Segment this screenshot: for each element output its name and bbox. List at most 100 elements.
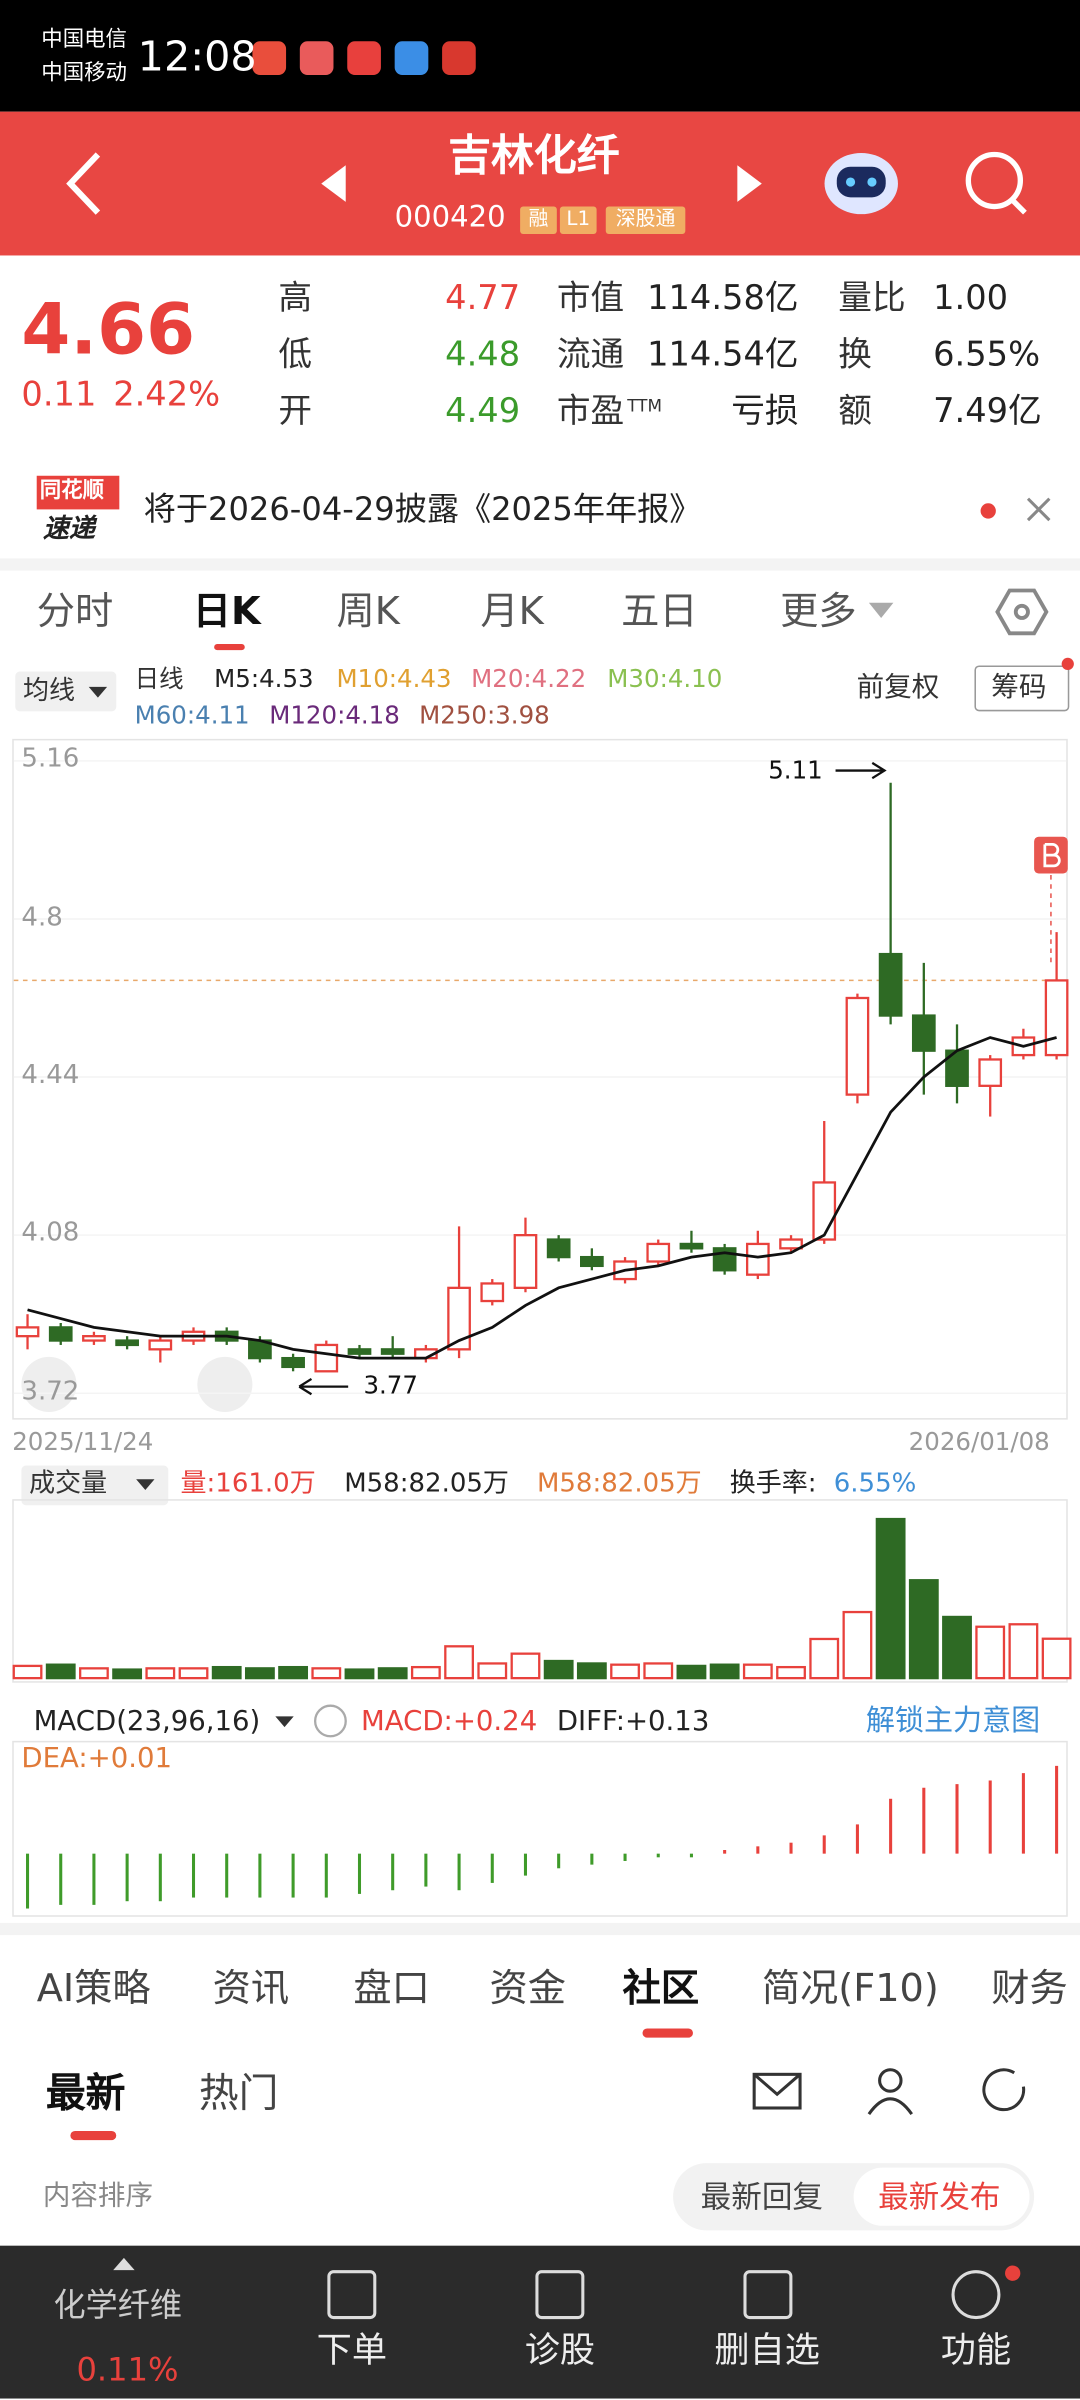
stat-label: 开 [278, 393, 313, 432]
period-tab[interactable]: 周K [336, 588, 400, 634]
y-tick-label: 4.44 [21, 1060, 80, 1091]
chips-button[interactable] [974, 665, 1070, 712]
volume-bar [908, 1579, 939, 1680]
volume-bar [543, 1659, 574, 1680]
stat-label: 量比 [838, 279, 906, 319]
volume-bar [178, 1667, 209, 1680]
nav-item[interactable]: 删自选 [714, 2331, 820, 2372]
volume-bar [145, 1667, 176, 1680]
stock-name: 吉林化纤 [448, 130, 620, 181]
ma-legend: M10:4.43 [336, 663, 452, 693]
section-tab[interactable]: 简况(F10) [761, 1965, 939, 2011]
volume-bar [809, 1637, 840, 1680]
stat-label-sup: TTM [627, 396, 662, 417]
sort-pill-active [853, 2167, 1030, 2226]
volume-bar [112, 1668, 143, 1680]
nav-item[interactable]: 下单 [316, 2331, 388, 2372]
sort-option[interactable]: 最新发布 [878, 2178, 1001, 2216]
low-arrow [298, 1377, 349, 1396]
status-icon [299, 41, 334, 75]
refresh-icon [982, 2068, 1026, 2112]
notice-dot [980, 503, 996, 519]
ma-legend: M250:3.98 [419, 700, 550, 730]
status-icon [347, 41, 381, 75]
candle-body [1044, 979, 1069, 1057]
status-icon [394, 41, 429, 75]
volume-bar [45, 1663, 76, 1680]
back-icon [66, 152, 101, 215]
adjust-text[interactable]: 前复权 [856, 671, 940, 704]
expand-icon [197, 1356, 253, 1412]
carrier: 中国电信 [41, 27, 127, 53]
period-tab[interactable]: 五日 [621, 588, 698, 634]
section-tab[interactable]: 盘口 [353, 1965, 430, 2011]
x-date-label: 2026/01/08 [908, 1427, 1050, 1457]
stat-value: 7.49亿 [933, 393, 1042, 432]
stat-value: 1.00 [933, 279, 1009, 319]
section-tab[interactable]: 资金 [489, 1965, 567, 2011]
sector-name[interactable]: 化学纤维 [53, 2286, 183, 2324]
volume-legend: 6.55% [833, 1468, 917, 1500]
section-tab[interactable]: 财务 [991, 1965, 1068, 2011]
dropdown-arrow [136, 1479, 155, 1490]
nav-icon [535, 2270, 585, 2320]
unlock-link[interactable]: 解锁主力意图 [865, 1704, 1041, 1738]
stat-label: 流通 [556, 336, 625, 375]
volume-bar [610, 1663, 640, 1680]
feed-tab[interactable]: 热门 [198, 2071, 279, 2118]
search-handle [1010, 198, 1027, 215]
ma-select-text[interactable]: 均线 [22, 676, 75, 707]
high-label: 5.11 [768, 755, 823, 785]
sort-option[interactable]: 最新回复 [700, 2178, 824, 2216]
macd-select-text[interactable]: MACD(23,96,16) [33, 1705, 261, 1738]
expand-icon [21, 1356, 77, 1412]
volume-select-text[interactable]: 成交量 [29, 1468, 108, 1500]
dropdown-arrow [868, 602, 894, 619]
notice-logo-top [36, 475, 120, 510]
ma-legend: M20:4.22 [471, 663, 587, 693]
tab-indicator [70, 2130, 117, 2141]
period-tab[interactable]: 日K [192, 588, 261, 634]
period-tab[interactable]: 月K [480, 588, 544, 634]
status-bar [0, 0, 1080, 112]
sector-pct: 0.11% [76, 2351, 179, 2388]
mail-icon [752, 2072, 802, 2110]
section-tab[interactable]: 社区 [622, 1965, 700, 2011]
volume-bar [576, 1662, 607, 1680]
candle-body [15, 1326, 40, 1338]
volume-bar [344, 1668, 375, 1680]
volume-bar [311, 1667, 342, 1680]
volume-bar [410, 1665, 441, 1680]
stat-value: 4.48 [445, 336, 521, 375]
feed-tab[interactable]: 最新 [45, 2071, 126, 2118]
macd-legend: DEA:+0.01 [21, 1742, 173, 1775]
volume-bar [79, 1667, 109, 1680]
section-tab[interactable]: AI策略 [36, 1965, 151, 2011]
candle-body [115, 1339, 139, 1347]
volume-bar [1041, 1637, 1072, 1680]
ma-legend: M60:4.11 [134, 700, 250, 730]
macd-frame [12, 1740, 1068, 1917]
user-icon [878, 2068, 903, 2093]
divider [0, 1922, 1080, 1936]
nav-icon [743, 2270, 793, 2320]
tab-indicator [214, 644, 245, 651]
robot-eye [867, 177, 877, 187]
stat-label: 市值 [556, 279, 625, 319]
nav-item[interactable]: 功能 [940, 2331, 1012, 2372]
notice-text[interactable]: 将于2026-04-29披露《2025年年报》 [143, 491, 702, 528]
volume-bar [776, 1665, 806, 1680]
candle-body [812, 1181, 837, 1241]
ma-legend: M5:4.53 [214, 663, 314, 693]
period-tab[interactable]: 更多 [780, 588, 857, 634]
chips-text[interactable]: 筹码 [991, 671, 1047, 704]
period-tab[interactable]: 分时 [36, 588, 114, 634]
badge: L1 [559, 206, 597, 235]
price-change: 0.11 [21, 376, 97, 415]
volume-bar [709, 1663, 740, 1680]
volume-bar [875, 1517, 906, 1680]
settings-icon [995, 588, 1049, 636]
nav-item[interactable]: 诊股 [524, 2331, 596, 2372]
section-tab[interactable]: 资讯 [212, 1965, 290, 2011]
stat-value: 亏损 [731, 393, 799, 432]
